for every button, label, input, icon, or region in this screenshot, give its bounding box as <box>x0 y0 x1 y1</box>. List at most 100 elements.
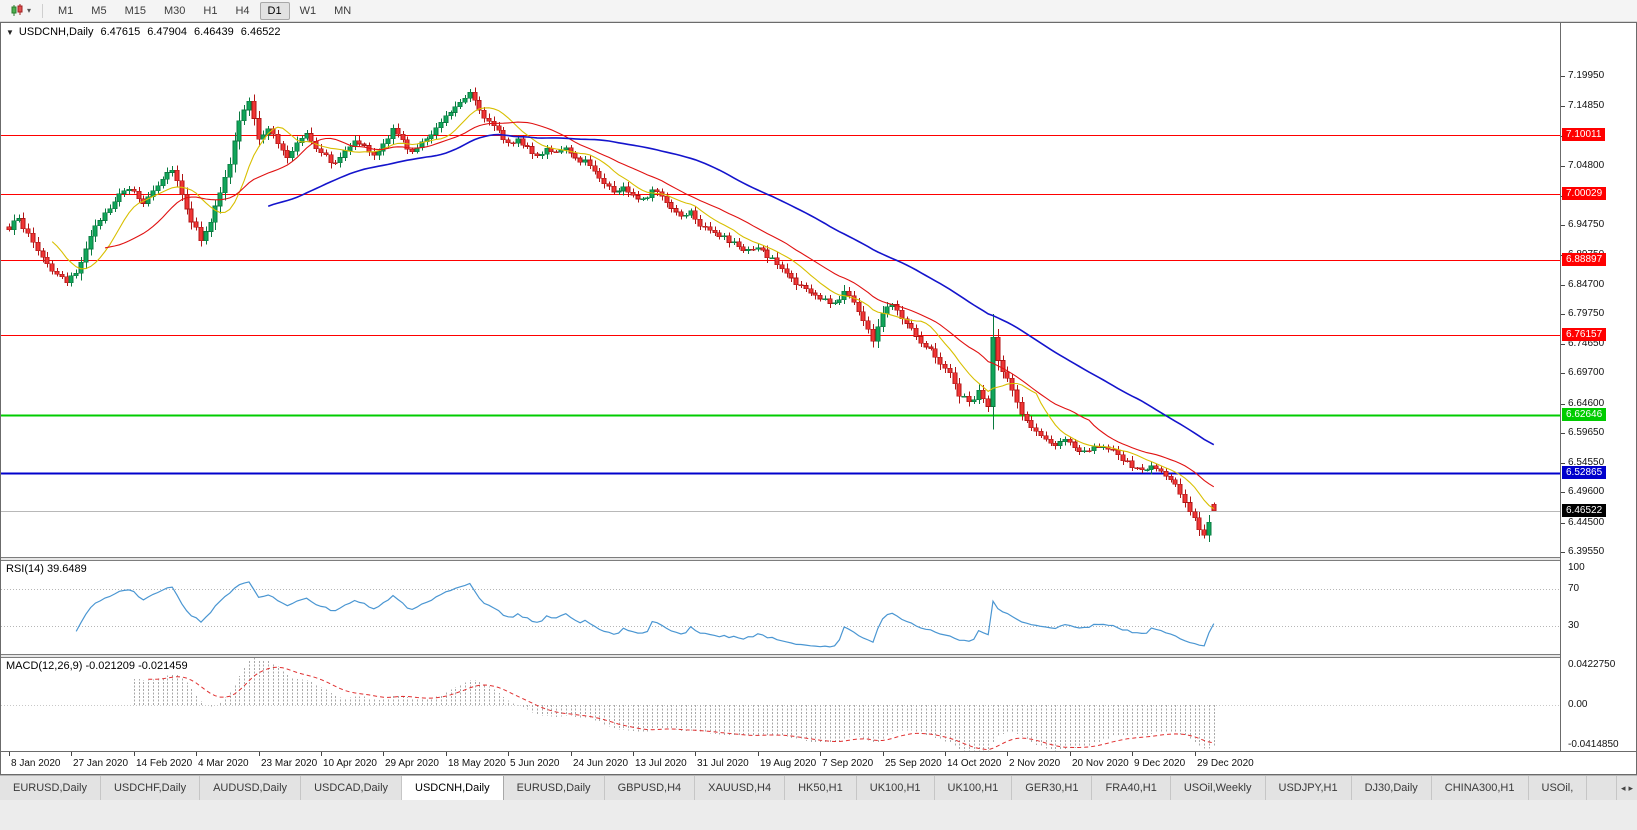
chart-type-button[interactable]: ▾ <box>5 2 36 19</box>
price-scale-tick <box>1561 373 1565 374</box>
timeframe-button-m5[interactable]: M5 <box>91 4 107 17</box>
rsi-pane[interactable]: RSI(14) 39.6489 <box>1 561 1560 654</box>
price-tick-label: 6.39550 <box>1568 546 1605 557</box>
rsi-scale-label: 100 <box>1568 562 1585 573</box>
chart-tab-uk100-h1[interactable]: UK100,H1 <box>934 776 1013 800</box>
chart-tab-usdjpy-h1[interactable]: USDJPY,H1 <box>1265 776 1352 800</box>
price-scale-tick <box>1561 492 1565 493</box>
time-axis-label: 14 Feb 2020 <box>136 758 193 769</box>
time-axis-tick <box>259 752 260 756</box>
chevron-down-icon: ▾ <box>27 5 32 15</box>
time-axis-tick <box>945 752 946 756</box>
price-tick-label: 7.04800 <box>1568 160 1605 171</box>
macd-chart[interactable] <box>1 658 1560 751</box>
time-axis-label: 10 Apr 2020 <box>323 758 377 769</box>
chart-tab-gbpusd-h4[interactable]: GBPUSD,H4 <box>604 776 696 800</box>
time-axis-tick <box>71 752 72 756</box>
chart-tab-xauusd-h4[interactable]: XAUUSD,H4 <box>695 776 786 800</box>
pane-splitter[interactable] <box>1 557 1636 561</box>
timeframe-button-mn[interactable]: MN <box>334 4 352 17</box>
price-pane[interactable]: ▼ USDCNH,Daily 6.47615 6.47904 6.46439 6… <box>1 23 1560 557</box>
chart-tab-china300-h1[interactable]: CHINA300,H1 <box>1431 776 1529 800</box>
timeframe-button-d1[interactable]: D1 <box>259 1 290 20</box>
tab-scroll-controls: ◂ ▸ <box>1615 776 1637 800</box>
price-tick-label: 6.64600 <box>1568 398 1605 409</box>
time-axis-tick <box>1070 752 1071 756</box>
timeframe-button-m15[interactable]: M15 <box>124 4 146 17</box>
chart-tab-usoil[interactable]: USOil, <box>1528 776 1588 800</box>
price-scale-tick <box>1561 344 1565 345</box>
timeframe-button-m30[interactable]: M30 <box>163 4 186 17</box>
price-scale-tick <box>1561 433 1565 434</box>
chart-tab-eurusd-daily[interactable]: EURUSD,Daily <box>0 776 101 800</box>
price-scale-tick <box>1561 106 1565 107</box>
window-background <box>0 800 1637 830</box>
price-tick-label: 7.19950 <box>1568 70 1605 81</box>
time-axis-label: 4 Mar 2020 <box>198 758 249 769</box>
tab-scroll-left-icon[interactable]: ◂ <box>1620 782 1626 793</box>
time-axis-tick <box>9 752 10 756</box>
macd-pane[interactable]: MACD(12,26,9) -0.021209 -0.021459 <box>1 658 1560 751</box>
price-level-label: 6.52865 <box>1562 466 1607 479</box>
price-scale-tick <box>1561 166 1565 167</box>
time-axis-tick <box>134 752 135 756</box>
timeframe-button-w1[interactable]: W1 <box>299 4 317 17</box>
time-axis-label: 20 Nov 2020 <box>1072 758 1129 769</box>
price-scale-tick <box>1561 225 1565 226</box>
rsi-scale-label: 70 <box>1568 583 1580 594</box>
chart-tab-eurusd-daily[interactable]: EURUSD,Daily <box>503 776 605 800</box>
time-axis-label: 27 Jan 2020 <box>73 758 129 769</box>
time-axis-label: 9 Dec 2020 <box>1134 758 1186 769</box>
price-tick-label: 6.84700 <box>1568 279 1605 290</box>
chart-tab-usdcad-daily[interactable]: USDCAD,Daily <box>301 776 403 800</box>
timeframe-button-m1[interactable]: M1 <box>58 4 74 17</box>
price-level-label: 6.62646 <box>1562 408 1607 421</box>
price-tick-label: 6.44500 <box>1568 517 1605 528</box>
time-axis-tick <box>1007 752 1008 756</box>
rsi-label: RSI(14) 39.6489 <box>6 563 87 575</box>
chart-tab-usdcnh-daily[interactable]: USDCNH,Daily <box>402 776 504 800</box>
time-axis-tick <box>695 752 696 756</box>
bid-price-label: 6.46522 <box>1562 504 1607 517</box>
chart-tab-uk100-h1[interactable]: UK100,H1 <box>856 776 935 800</box>
rsi-chart[interactable] <box>1 561 1560 654</box>
rsi-scale-label: 30 <box>1568 620 1580 631</box>
price-level-label: 6.88897 <box>1562 253 1607 266</box>
chart-header: ▼ USDCNH,Daily 6.47615 6.47904 6.46439 6… <box>6 26 281 38</box>
time-axis-label: 19 Aug 2020 <box>760 758 817 769</box>
time-axis-label: 31 Jul 2020 <box>697 758 749 769</box>
toolbar: ▾ M1 M5 M15 M30 H1 H4 D1 W1 MN <box>0 0 1637 22</box>
price-tick-label: 6.79750 <box>1568 308 1605 319</box>
time-axis-tick <box>758 752 759 756</box>
chart-tab-dj30-daily[interactable]: DJ30,Daily <box>1351 776 1432 800</box>
macd-label: MACD(12,26,9) -0.021209 -0.021459 <box>6 660 188 672</box>
timeframe-button-h4[interactable]: H4 <box>235 4 250 17</box>
price-tick-label: 6.54550 <box>1568 457 1605 468</box>
time-axis-label: 7 Sep 2020 <box>822 758 874 769</box>
chart-tab-audusd-daily[interactable]: AUDUSD,Daily <box>200 776 302 800</box>
macd-scale-label: 0.0422750 <box>1568 659 1616 670</box>
price-scale[interactable]: 7.199507.148507.098007.048006.997506.947… <box>1560 23 1636 751</box>
candlestick-chart[interactable] <box>1 23 1560 557</box>
time-axis-label: 24 Jun 2020 <box>573 758 629 769</box>
one-click-trading-icon[interactable]: ▼ <box>6 27 14 37</box>
time-axis-tick <box>571 752 572 756</box>
chart-tab-usoil-weekly[interactable]: USOil,Weekly <box>1170 776 1266 800</box>
chart-tab-hk50-h1[interactable]: HK50,H1 <box>785 776 857 800</box>
pane-splitter[interactable] <box>1 654 1636 658</box>
chart-tab-ger30-h1[interactable]: GER30,H1 <box>1012 776 1093 800</box>
price-level-label: 6.76157 <box>1562 328 1607 341</box>
price-tick-label: 6.94750 <box>1568 219 1605 230</box>
time-axis-label: 25 Sep 2020 <box>885 758 942 769</box>
tab-scroll-right-icon[interactable]: ▸ <box>1628 782 1633 793</box>
time-axis[interactable]: 8 Jan 2020 27 Jan 2020 14 Feb 2020 4 Mar 20… <box>1 751 1636 774</box>
macd-scale-label: -0.0414850 <box>1568 739 1619 750</box>
chart-tab-bar: EURUSD,Daily USDCHF,Daily AUDUSD,Daily USDC… <box>0 775 1637 800</box>
time-axis-label: 18 May 2020 <box>448 758 506 769</box>
time-axis-label: 23 Mar 2020 <box>261 758 318 769</box>
chart-tab-fra40-h1[interactable]: FRA40,H1 <box>1092 776 1171 800</box>
timeframe-button-h1[interactable]: H1 <box>203 4 218 17</box>
chart-tab-usdchf-daily[interactable]: USDCHF,Daily <box>100 776 201 800</box>
ohlc-high: 6.47904 <box>147 26 188 38</box>
time-axis-tick <box>196 752 197 756</box>
